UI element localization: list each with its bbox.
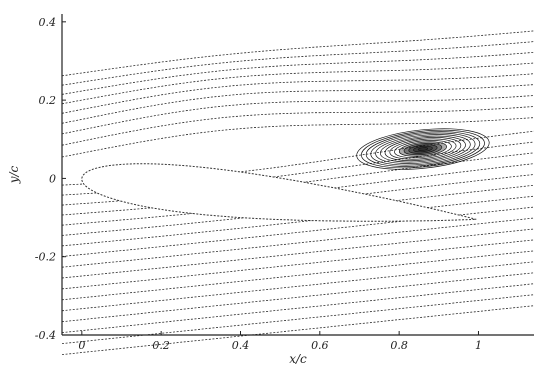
x-tick-label: 1 bbox=[475, 339, 482, 352]
streamline bbox=[61, 95, 535, 135]
airfoil-body bbox=[81, 163, 477, 222]
streamline bbox=[61, 62, 535, 105]
y-tick-label: 0.2 bbox=[39, 94, 57, 107]
vortex-ring bbox=[370, 132, 476, 166]
x-tick-label: 0.4 bbox=[232, 339, 250, 352]
streamline bbox=[61, 117, 535, 158]
vortex-ring bbox=[417, 147, 429, 151]
vortex-ring bbox=[413, 145, 433, 153]
x-tick-label: 0.6 bbox=[311, 339, 329, 352]
vortex-ring bbox=[365, 131, 481, 167]
streamline bbox=[61, 51, 535, 95]
streamline bbox=[61, 239, 535, 290]
y-tick-label: -0.2 bbox=[35, 251, 56, 264]
separation-vortex bbox=[356, 128, 490, 170]
y-tick-label: 0 bbox=[49, 172, 56, 185]
vortex-ring bbox=[375, 134, 471, 164]
streamline bbox=[61, 250, 535, 301]
vortex-ring bbox=[356, 128, 490, 170]
streamline bbox=[61, 217, 535, 268]
streamline bbox=[61, 272, 535, 323]
y-tick-label: -0.4 bbox=[35, 329, 56, 342]
streamline bbox=[61, 130, 535, 186]
x-axis-label: x/c bbox=[289, 352, 307, 366]
streamline bbox=[61, 283, 535, 334]
streamline bbox=[61, 41, 535, 86]
y-axis-label: y/c bbox=[7, 165, 21, 184]
vortex-ring bbox=[384, 137, 462, 162]
y-tick-label: 0.4 bbox=[39, 16, 57, 29]
vortex-ring bbox=[389, 138, 457, 160]
streamline bbox=[61, 305, 535, 355]
vortex-ring bbox=[403, 142, 443, 156]
streamline bbox=[61, 228, 535, 279]
x-tick-label: 0.8 bbox=[390, 339, 408, 352]
vortex-ring bbox=[398, 141, 447, 157]
vortex-ring bbox=[380, 135, 466, 163]
streamline bbox=[61, 261, 535, 312]
vortex-ring bbox=[394, 140, 452, 159]
streamline bbox=[61, 30, 535, 77]
streamline bbox=[61, 84, 535, 124]
axes-group: 0 0.2 0.4 0.6 0.8 1 0.4 0.2 0 -0.2 -0.4 bbox=[35, 14, 534, 352]
streamline bbox=[61, 106, 535, 146]
vortex-ring bbox=[361, 129, 485, 169]
streamlines-group bbox=[61, 30, 535, 355]
streamline bbox=[61, 294, 535, 344]
x-tick-label: 0.2 bbox=[152, 339, 170, 352]
vortex-ring bbox=[408, 144, 438, 154]
x-tick-label: 0 bbox=[78, 339, 85, 352]
streamline bbox=[61, 73, 535, 114]
